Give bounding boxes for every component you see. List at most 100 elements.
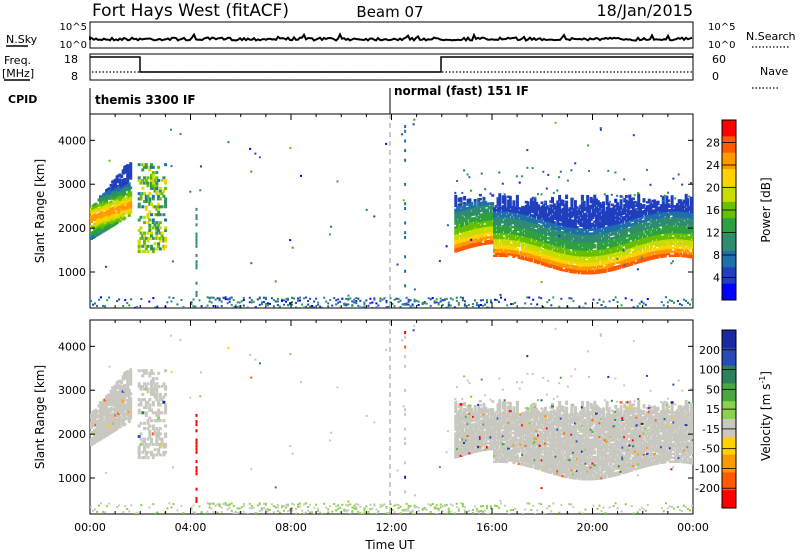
power-echo-cell: [633, 232, 637, 235]
power-echo-cell: [575, 220, 579, 223]
power-echo-cell: [554, 255, 558, 258]
power-echo-cell: [475, 230, 479, 233]
power-echo-cell: [626, 248, 630, 251]
power-echo-cell: [150, 173, 153, 177]
power-echo-cell: [475, 214, 479, 217]
power-echo-cell: [477, 204, 481, 207]
power-echo-cell: [639, 226, 642, 230]
power-echo-cell: [582, 256, 586, 259]
power-echo-cell: [572, 261, 576, 264]
power-echo-cell: [529, 214, 533, 217]
power-echo-cell: [459, 234, 463, 238]
power-echo-cell: [617, 253, 621, 256]
power-echo-cell: [635, 204, 639, 207]
power-echo-cell: [584, 232, 588, 235]
power-echo-cell: [118, 183, 122, 187]
power-echo-cell: [623, 235, 627, 239]
power-echo-cell: [538, 232, 542, 236]
power-echo-cell: [584, 266, 588, 269]
power-echo-cell: [551, 254, 554, 257]
power-echo-cell: [602, 237, 605, 240]
power-echo-cell: [137, 244, 141, 248]
power-echo-cell: [542, 227, 546, 231]
power-echo-cell: [538, 212, 542, 216]
power-echo-cell: [503, 195, 507, 198]
power-echo-cell: [646, 230, 649, 234]
power-echo-cell: [688, 216, 692, 219]
power-echo-cell: [501, 217, 505, 220]
power-echo-cell: [510, 239, 514, 242]
power-echo-cell: [301, 303, 304, 306]
power-echo-cell: [512, 204, 516, 207]
power-echo-cell: [577, 263, 581, 267]
power-echo-cell: [681, 215, 685, 218]
power-echo-cell: [540, 205, 544, 208]
power-echo-cell: [155, 213, 159, 217]
power-echo-cell: [407, 298, 410, 301]
power-echo-cell: [631, 240, 635, 244]
power-echo-cell: [591, 246, 595, 249]
power-echo-cell: [628, 243, 632, 247]
power-echo-cell: [524, 240, 528, 243]
power-echo-cell: [489, 192, 492, 195]
power-echo-cell: [656, 254, 660, 257]
power-echo-cell: [157, 207, 161, 211]
power-echo-cell: [572, 245, 576, 248]
power-echo-cell: [479, 299, 482, 302]
power-echo-cell: [297, 299, 299, 302]
power-echo-cell: [514, 301, 517, 304]
power-echo-cell: [668, 211, 672, 214]
power-echo-cell: [487, 241, 491, 245]
power-echo-cell: [675, 232, 679, 236]
power-echo-cell: [561, 213, 565, 217]
power-echo-cell: [644, 217, 648, 220]
power-echo-cell: [630, 235, 634, 238]
power-echo-cell: [602, 262, 605, 266]
power-echo-cell: [686, 245, 690, 248]
power-echo-cell: [158, 213, 162, 217]
power-echo-cell: [617, 241, 621, 244]
power-echo-cell: [486, 299, 488, 302]
power-echo-cell: [672, 218, 676, 222]
power-echo-cell: [454, 250, 458, 253]
power-echo-cell: [500, 230, 503, 234]
power-echo-cell: [637, 199, 641, 203]
power-echo-cell: [572, 227, 576, 230]
power-echo-cell: [660, 206, 664, 209]
power-echo-cell: [667, 238, 671, 242]
power-echo-cell: [677, 215, 681, 218]
power-echo-cell: [595, 222, 598, 225]
power-echo-cell: [486, 236, 489, 239]
power-echo-cell: [129, 176, 133, 180]
power-echo-cell: [528, 211, 532, 215]
power-echo-cell: [639, 211, 642, 214]
power-echo-cell: [542, 208, 546, 211]
power-echo-cell: [586, 238, 590, 241]
power-echo-cell: [411, 306, 414, 308]
power-echo-cell: [580, 206, 584, 210]
power-echo-cell: [195, 244, 198, 248]
power-echo-cell: [154, 306, 157, 308]
power-echo-cell: [160, 179, 164, 182]
power-echo-cell: [672, 222, 676, 226]
power-echo-cell: [477, 227, 481, 231]
power-echo-cell: [246, 306, 249, 308]
power-echo-cell: [157, 236, 161, 240]
power-echo-cell: [647, 228, 651, 231]
power-echo-cell: [688, 228, 692, 231]
power-echo-cell: [690, 224, 693, 227]
power-echo-cell: [631, 252, 635, 256]
power-echo-cell: [599, 127, 602, 130]
power-echo-cell: [681, 237, 685, 240]
power-echo-cell: [628, 216, 632, 219]
power-echo-cell: [126, 168, 130, 172]
power-echo-cell: [633, 218, 637, 221]
power-echo-cell: [260, 303, 263, 306]
power-echo-cell: [512, 241, 516, 245]
power-echo-cell: [409, 299, 412, 302]
power-echo-cell: [621, 234, 625, 237]
power-echo-cell: [551, 238, 554, 241]
power-echo-cell: [600, 251, 604, 254]
power-echo-cell: [612, 228, 616, 232]
power-echo-cell: [521, 245, 525, 248]
